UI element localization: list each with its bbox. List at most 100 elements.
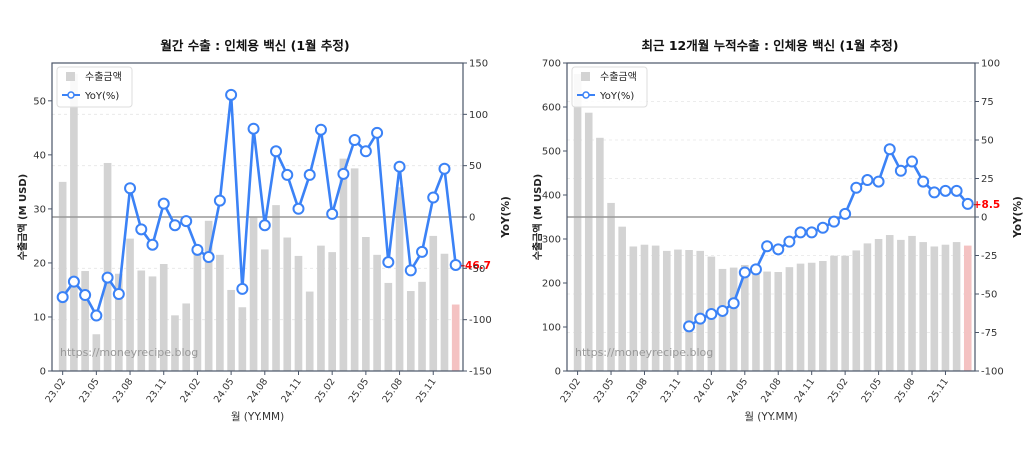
y-axis-label: 수출금액 (M USD) — [16, 174, 29, 260]
x-tick-label: 23.02 — [44, 376, 69, 405]
y-tick-label: 50 — [33, 96, 46, 107]
x-tick-label: 24.08 — [246, 376, 271, 405]
yoy-marker — [281, 168, 294, 181]
bar — [573, 74, 582, 371]
yoy-marker — [950, 184, 963, 197]
y-right-tick-label: -75 — [981, 328, 997, 339]
bar — [373, 254, 381, 371]
x-tick-label: 24.05 — [726, 376, 751, 405]
bar — [752, 270, 760, 371]
yoy-marker — [761, 240, 774, 253]
bar — [685, 250, 693, 371]
y-right-tick-label: 100 — [981, 59, 1000, 70]
bar — [930, 246, 939, 371]
yoy-marker — [727, 297, 740, 310]
legend-marker — [67, 91, 75, 99]
bar — [729, 267, 738, 371]
bar — [696, 250, 705, 371]
y-tick-label: 40 — [33, 150, 46, 161]
yoy-marker — [157, 197, 170, 210]
chart-2: 최근 12개월 누적수출 : 인체용 백신 (1월 추정) +8.5 https:/… — [531, 38, 1024, 423]
yoy-marker — [783, 235, 796, 248]
yoy-marker — [90, 309, 103, 322]
yoy-marker — [79, 289, 92, 302]
bar — [249, 217, 258, 371]
yoy-marker — [393, 160, 406, 173]
legend-label-line: YoY(%) — [599, 91, 634, 102]
yoy-marker — [716, 304, 729, 317]
bar — [885, 235, 894, 371]
y-right-tick-label: 50 — [981, 136, 994, 147]
bar — [963, 245, 972, 371]
bar — [317, 245, 325, 371]
x-tick-label: 23.11 — [145, 376, 170, 405]
y-tick-label: 400 — [542, 191, 561, 202]
last-value-annotation: -46.7 — [461, 260, 491, 272]
bar — [741, 264, 749, 371]
bar — [148, 276, 157, 371]
y-right-tick-label: -50 — [469, 264, 485, 275]
bar — [607, 202, 615, 371]
yoy-marker — [112, 288, 125, 300]
bar — [863, 243, 872, 371]
yoy-marker — [749, 263, 762, 276]
legend: 수출금액 YoY(%) — [56, 66, 133, 108]
yoy-marker — [738, 266, 751, 279]
x-tick-label: 23.08 — [625, 376, 650, 405]
y-right-tick-label: -25 — [981, 251, 997, 262]
bar — [70, 73, 78, 372]
yoy-marker — [202, 251, 215, 264]
bar — [440, 253, 449, 371]
x-tick-label: 23.05 — [77, 376, 102, 405]
y-right-tick-label: 25 — [981, 174, 994, 185]
x-tick-label: 25.11 — [926, 376, 951, 405]
bar — [328, 252, 336, 371]
legend-bar-swatch — [581, 72, 590, 81]
y-right-tick-label: 75 — [981, 97, 994, 108]
bar — [718, 268, 727, 371]
bar — [204, 220, 213, 371]
yoy-marker — [191, 243, 204, 256]
bar-series — [58, 73, 460, 372]
chart-1: 월간 수출 : 인체용 백신 (1월 추정) -46.7 https://money… — [16, 38, 512, 423]
yoy-marker — [683, 320, 696, 333]
bar — [897, 239, 905, 371]
yoy-marker — [694, 312, 707, 325]
bar — [193, 252, 202, 371]
legend-label-line: YoY(%) — [84, 91, 119, 102]
yoy-marker — [56, 291, 69, 304]
yoy-marker — [270, 145, 283, 158]
yoy-marker — [180, 215, 193, 228]
yoy-marker — [772, 243, 785, 256]
bar — [774, 272, 783, 371]
y-right-tick-label: -100 — [469, 315, 492, 326]
y-tick-label: 30 — [33, 204, 46, 215]
bar — [952, 242, 961, 371]
bar — [58, 181, 67, 371]
yoy-marker — [827, 215, 840, 228]
bar — [674, 249, 682, 371]
bar — [103, 162, 112, 371]
yoy-marker — [213, 194, 226, 207]
bar — [596, 137, 604, 371]
yoy-marker — [348, 134, 361, 146]
bar — [350, 168, 359, 371]
y-tick-label: 0 — [555, 367, 561, 378]
yoy-marker — [382, 256, 395, 269]
y-axis-label: 수출금액 (M USD) — [531, 174, 544, 260]
yoy-marker — [816, 221, 829, 234]
bar — [841, 255, 849, 371]
yoy-marker — [805, 226, 818, 239]
bar — [640, 244, 649, 371]
chart-title: 월간 수출 : 인체용 백신 (1월 추정) — [160, 38, 349, 53]
bar — [362, 236, 370, 371]
bar — [830, 255, 838, 371]
legend: 수출금액 YoY(%) — [571, 66, 648, 108]
x-tick-label: 23.08 — [111, 376, 136, 405]
yoy-marker — [872, 175, 885, 188]
x-tick-label: 25.11 — [414, 376, 439, 405]
y-tick-label: 0 — [40, 367, 46, 378]
y-right-tick-label: 100 — [469, 110, 488, 121]
x-tick-label: 24.05 — [212, 376, 237, 405]
